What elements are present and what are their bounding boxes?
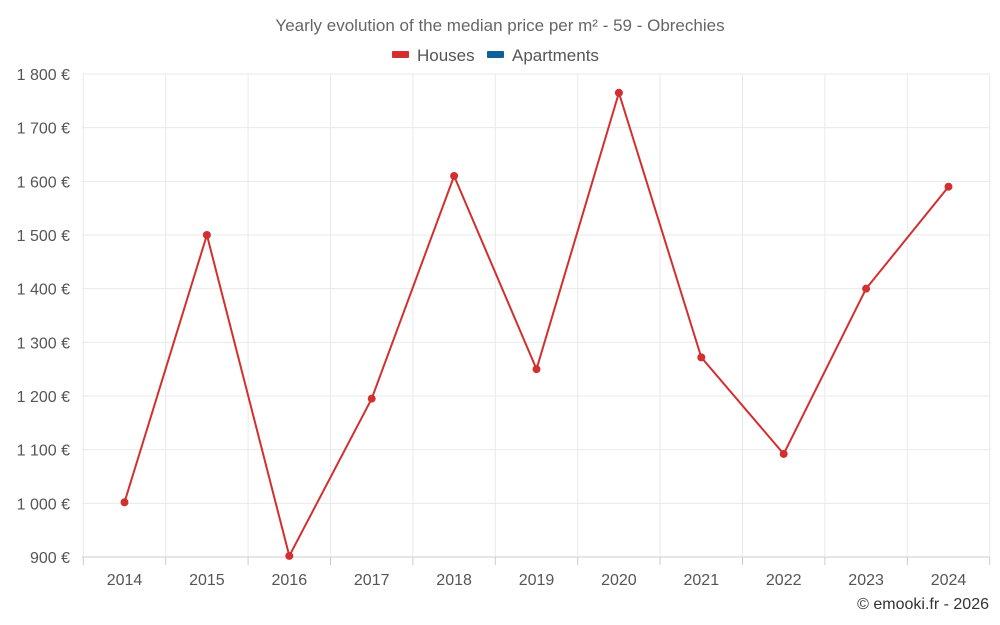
x-tick-label: 2024 — [931, 572, 967, 589]
data-point-houses-2016[interactable] — [285, 551, 294, 560]
x-tick-label: 2014 — [107, 572, 143, 589]
data-point-houses-2018[interactable] — [450, 171, 459, 180]
chart-title: Yearly evolution of the median price per… — [275, 16, 724, 35]
legend-swatch-apartments[interactable] — [487, 51, 504, 58]
x-tick-label: 2022 — [766, 572, 802, 589]
x-tick-label: 2020 — [601, 572, 637, 589]
y-tick-label: 1 200 € — [17, 389, 70, 406]
data-point-houses-2024[interactable] — [944, 182, 953, 191]
data-point-houses-2021[interactable] — [697, 353, 706, 362]
data-point-houses-2015[interactable] — [202, 231, 211, 239]
x-tick-label: 2018 — [436, 572, 472, 589]
y-tick-label: 1 400 € — [17, 282, 70, 299]
x-axis-labels: 2014 2015 2016 2017 2018 2019 2020 2021 2022 2023… — [107, 572, 967, 589]
data-point-houses-2014[interactable] — [120, 498, 129, 507]
data-point-houses-2020[interactable] — [614, 88, 623, 97]
y-tick-label: 1 000 € — [17, 496, 70, 513]
legend-item-apartments[interactable]: Apartments — [512, 46, 599, 65]
legend-swatch-houses[interactable] — [392, 51, 409, 58]
data-point-houses-2022[interactable] — [779, 449, 788, 458]
y-axis-labels: 900 € 1 000 € 1 100 € 1 200 € 1 300 € 1 400 €… — [17, 67, 70, 567]
x-tick-label: 2017 — [354, 572, 390, 589]
grid — [82, 73, 991, 565]
data-point-houses-2017[interactable] — [367, 394, 376, 403]
y-tick-label: 1 700 € — [17, 121, 70, 138]
x-tick-label: 2021 — [684, 572, 720, 589]
series-layer — [120, 88, 953, 560]
y-tick-label: 1 100 € — [17, 443, 70, 460]
legend-item-houses[interactable]: Houses — [417, 46, 475, 65]
x-tick-label: 2019 — [519, 572, 555, 589]
data-point-houses-2023[interactable] — [862, 284, 871, 293]
x-tick-label: 2023 — [848, 572, 884, 589]
y-tick-label: 1 300 € — [17, 335, 70, 352]
credit-text: © emooki.fr - 2026 — [857, 596, 989, 613]
y-tick-label: 1 800 € — [17, 67, 70, 84]
y-tick-label: 1 600 € — [17, 174, 70, 191]
x-tick-label: 2015 — [189, 572, 225, 589]
y-tick-label: 900 € — [30, 550, 70, 567]
x-tick-label: 2016 — [272, 572, 308, 589]
data-point-houses-2019[interactable] — [532, 365, 541, 374]
y-tick-label: 1 500 € — [17, 228, 70, 245]
legend: Houses Apartments — [392, 46, 599, 65]
